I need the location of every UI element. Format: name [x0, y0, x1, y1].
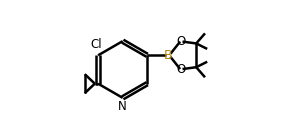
Text: N: N	[118, 100, 127, 113]
Text: Cl: Cl	[91, 38, 102, 51]
Text: B: B	[164, 49, 172, 62]
Text: O: O	[176, 63, 185, 76]
Text: O: O	[176, 35, 185, 48]
